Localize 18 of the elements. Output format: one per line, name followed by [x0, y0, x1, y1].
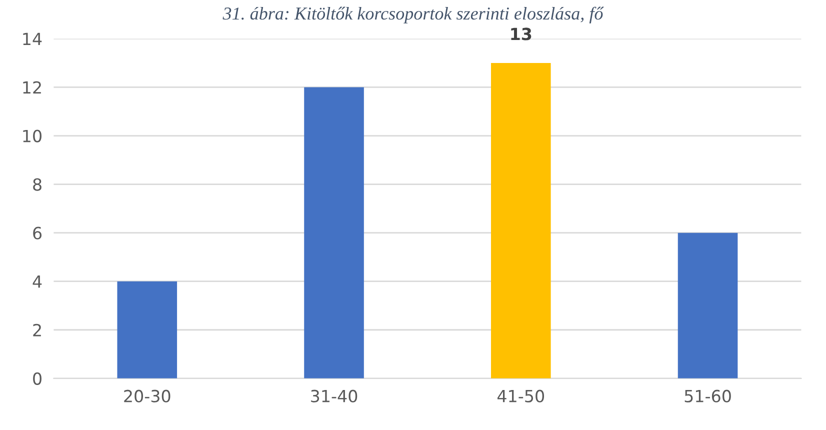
y-tick-label: 6: [33, 226, 42, 240]
bar: [304, 87, 364, 378]
y-tick-label: 8: [33, 178, 42, 191]
bar: [490, 62, 551, 378]
x-tick-label: 51-60: [684, 390, 731, 402]
bar: [117, 281, 178, 378]
y-tick-label: 4: [32, 276, 42, 288]
data-label: 13: [511, 28, 532, 40]
y-tick-label: 14: [23, 32, 42, 46]
x-tick-label: 41-50: [497, 390, 544, 402]
y-tick-label: 12: [23, 81, 41, 94]
chart-title: 31. ábra: Kitöltők korcsoportok szerinti eloszlása, fő: [222, 6, 604, 24]
x-tick-label: 20-30: [124, 390, 170, 402]
bar: [678, 232, 738, 378]
y-tick-label: 0: [33, 372, 42, 385]
y-tick-label: 10: [23, 130, 42, 142]
x-tick-label: 31-40: [311, 390, 358, 402]
y-tick-label: 2: [33, 324, 41, 336]
